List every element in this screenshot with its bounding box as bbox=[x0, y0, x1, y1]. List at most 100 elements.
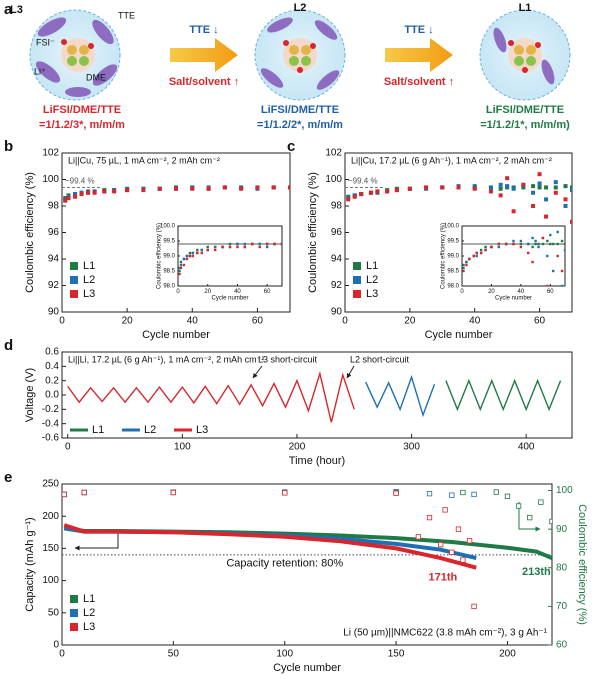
legend-swatch bbox=[353, 290, 361, 298]
data-point bbox=[512, 242, 515, 246]
arrow-label: TTE ↓ bbox=[404, 24, 433, 36]
callout bbox=[346, 365, 355, 379]
data-point bbox=[527, 242, 530, 246]
data-point bbox=[191, 251, 195, 255]
data-point bbox=[460, 557, 466, 563]
legend-swatch bbox=[70, 609, 78, 617]
data-point bbox=[556, 254, 559, 258]
data-point bbox=[570, 188, 572, 193]
data-point bbox=[437, 541, 444, 548]
data-point bbox=[465, 263, 468, 267]
data-point bbox=[537, 245, 540, 249]
y-tick-label: 90 bbox=[331, 307, 343, 318]
annotation: Li||Cu, 75 µL, 1 mA cm⁻², 2 mAh cm⁻² bbox=[68, 155, 220, 165]
data-point bbox=[86, 190, 91, 195]
data-point bbox=[537, 172, 542, 177]
data-point bbox=[570, 185, 572, 190]
species-label: DME bbox=[86, 72, 106, 82]
y-tick-label: 0.4 bbox=[45, 361, 59, 372]
series bbox=[445, 378, 562, 412]
x-tick-label: 100 bbox=[276, 649, 293, 660]
ratio: =1/1.2/2*, m/m/m bbox=[257, 119, 343, 131]
data-point bbox=[125, 188, 130, 193]
data-point bbox=[206, 248, 209, 252]
species-label: Li⁺ bbox=[34, 66, 46, 76]
ratio: =1/1.2/3*, m/m/m bbox=[39, 119, 125, 131]
data-point bbox=[236, 242, 239, 246]
series bbox=[346, 180, 572, 208]
data-point bbox=[490, 245, 493, 249]
data-point bbox=[521, 185, 526, 190]
arrow-label: TTE ↓ bbox=[189, 24, 218, 36]
panel-label: a bbox=[4, 1, 13, 18]
panel-label: c bbox=[287, 138, 295, 155]
data-point bbox=[157, 186, 162, 191]
x-axis-label: Cycle number bbox=[495, 296, 532, 302]
data-point bbox=[415, 534, 422, 540]
x-axis-label: Cycle number bbox=[142, 329, 210, 341]
data-point bbox=[456, 185, 461, 190]
y-tick-label: 100.0 bbox=[160, 224, 176, 230]
x-tick-label: 0 bbox=[59, 649, 65, 660]
x-tick-label: 0 bbox=[65, 442, 71, 453]
y-axis-label: Capacity (mAh g⁻¹) bbox=[24, 517, 36, 611]
x-tick-label: 20 bbox=[488, 289, 495, 295]
data-point bbox=[185, 257, 189, 261]
data-point bbox=[81, 489, 87, 496]
data-point bbox=[213, 248, 217, 252]
ratio: =1/1.2/1*, m/m/m) bbox=[480, 119, 570, 131]
x-tick-label: 0 bbox=[342, 316, 348, 327]
x-tick-label: 50 bbox=[168, 649, 180, 660]
x-axis-label: Time (hour) bbox=[289, 455, 345, 467]
data-point bbox=[488, 185, 493, 190]
data-point bbox=[63, 198, 68, 203]
y-tick-label: 0.0 bbox=[45, 390, 59, 401]
species-label: FSI⁻ bbox=[36, 37, 55, 47]
legend-swatch bbox=[70, 623, 78, 631]
data-point bbox=[534, 239, 537, 243]
data-point bbox=[504, 242, 508, 246]
data-point bbox=[170, 489, 177, 496]
annotation: 213th bbox=[522, 566, 551, 578]
data-point bbox=[531, 245, 534, 249]
data-point bbox=[221, 245, 224, 249]
axis-arrow bbox=[518, 502, 541, 532]
data-point bbox=[258, 245, 261, 249]
data-point bbox=[479, 251, 483, 255]
data-point bbox=[504, 493, 511, 500]
arrow bbox=[170, 38, 238, 72]
y-tick-label: -0.2 bbox=[42, 404, 60, 415]
data-point bbox=[538, 499, 544, 505]
data-point bbox=[472, 186, 477, 191]
data-point bbox=[213, 245, 217, 249]
data-point bbox=[505, 176, 510, 181]
y-tick-label: 98.5 bbox=[163, 269, 175, 275]
data-point bbox=[243, 245, 247, 249]
data-point bbox=[556, 230, 559, 234]
data-point bbox=[527, 514, 533, 521]
y-tick-label: 100 bbox=[42, 174, 59, 185]
data-point bbox=[196, 248, 199, 252]
data-point bbox=[346, 197, 351, 202]
y-axis-label: Coulombic efficiency (%) bbox=[157, 223, 163, 289]
annotation: Capacity retention: 80% bbox=[226, 558, 343, 570]
x-tick-label: 40 bbox=[469, 316, 481, 327]
legend-label: L2 bbox=[144, 424, 156, 436]
x-tick-label: 40 bbox=[187, 316, 199, 327]
data-point bbox=[546, 284, 549, 286]
data-point bbox=[511, 209, 516, 214]
data-point bbox=[541, 242, 545, 246]
annotation: 171th bbox=[428, 572, 457, 584]
data-point bbox=[475, 251, 478, 255]
data-point bbox=[546, 254, 549, 258]
data-point bbox=[505, 184, 510, 189]
data-point bbox=[462, 269, 465, 273]
data-point bbox=[552, 309, 554, 311]
y-tick-label: 99.0 bbox=[163, 254, 175, 260]
data-point bbox=[553, 190, 558, 195]
tte-molecules bbox=[35, 17, 118, 97]
y-tick-label: 102 bbox=[325, 148, 342, 159]
annotation: Li||Li, 17.2 µL (6 g Ah⁻¹), 1 mA cm⁻², 2… bbox=[68, 354, 264, 364]
data-point bbox=[178, 266, 181, 270]
